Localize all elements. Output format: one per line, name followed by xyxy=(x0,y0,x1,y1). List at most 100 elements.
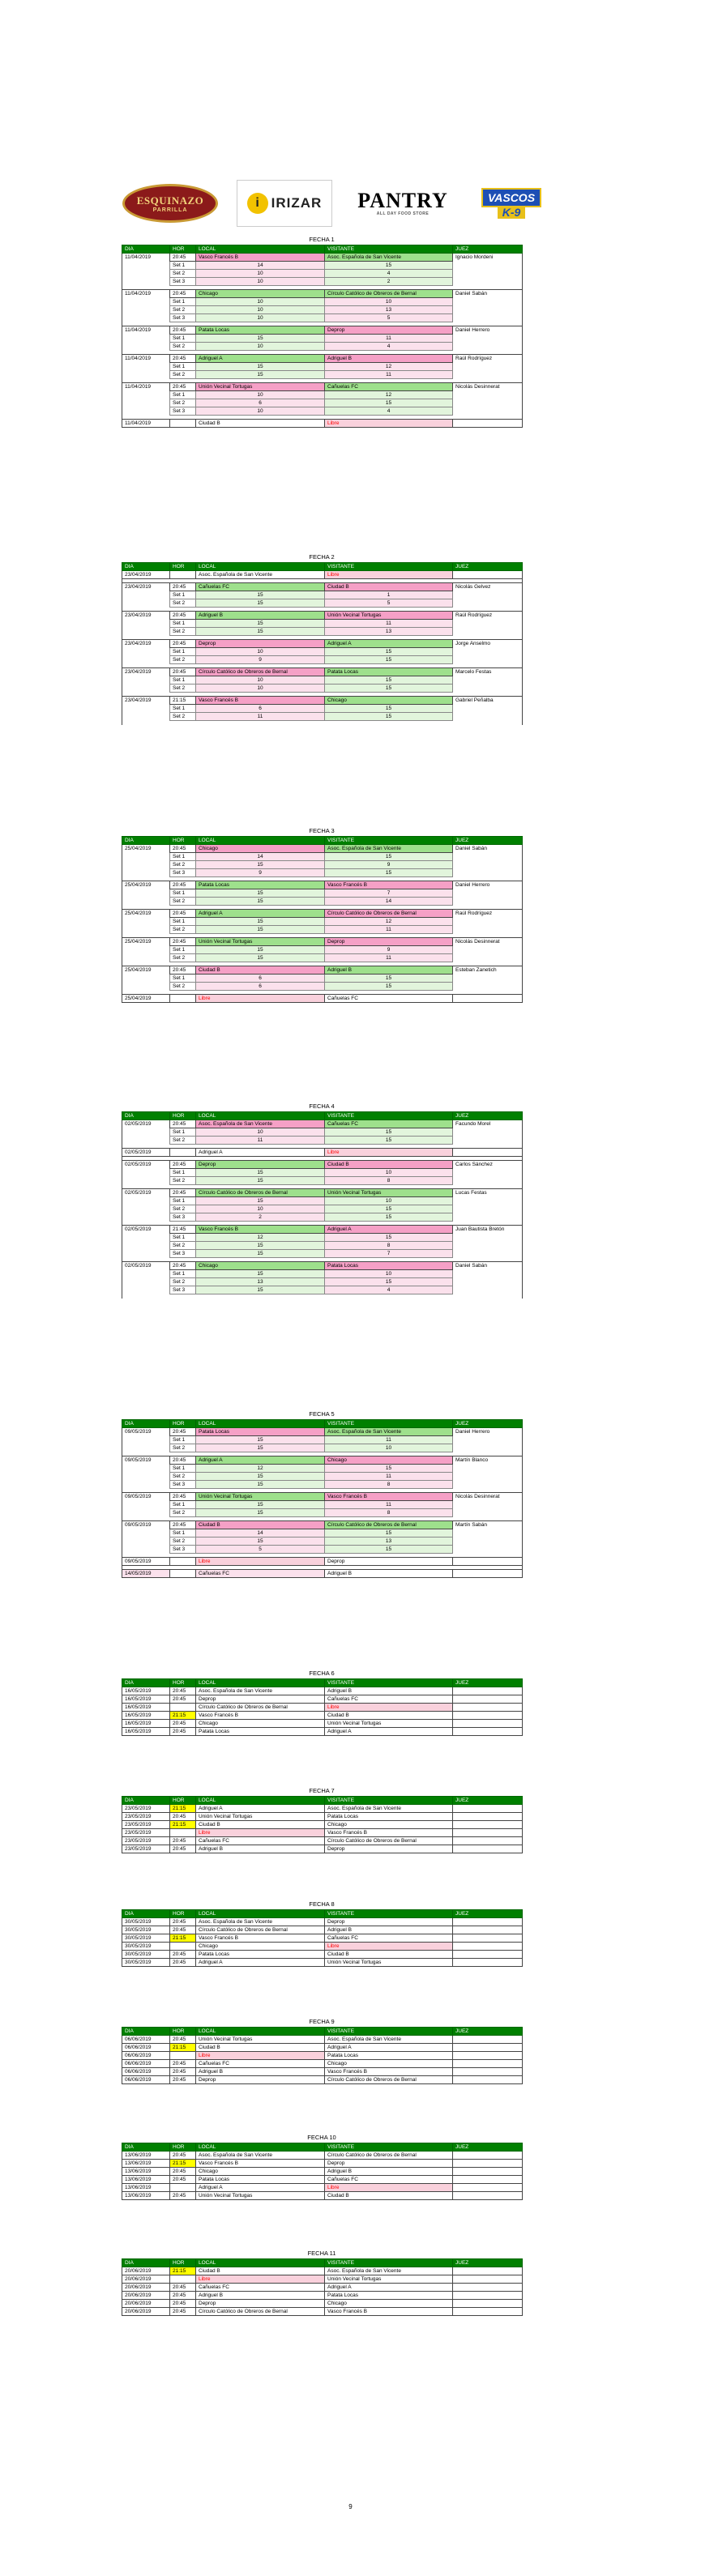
set-label: Set 1 xyxy=(169,917,196,926)
row-separator xyxy=(122,720,523,725)
set-blank xyxy=(122,599,170,608)
set-blank xyxy=(452,1269,523,1278)
set-blank xyxy=(452,627,523,636)
match-date: 09/05/2019 xyxy=(122,1492,170,1501)
set-score-local: 15 xyxy=(195,1241,325,1250)
set-score-local: 11 xyxy=(195,712,325,721)
set-score-visitor: 15 xyxy=(324,655,453,664)
column-header: HOR xyxy=(169,1678,196,1687)
set-label: Set 2 xyxy=(169,1136,196,1145)
column-header: LOCAL xyxy=(195,1796,325,1805)
fixture-date: 16/05/2019 xyxy=(122,1703,170,1712)
match-local-team: Adriguel B xyxy=(195,611,325,620)
separator-cell xyxy=(452,378,523,383)
fecha-title: FECHA 10 xyxy=(307,2134,336,2141)
column-header: JUEZ xyxy=(452,2143,523,2152)
set-row: Set 1 10 15 xyxy=(122,676,523,685)
fixture-row: 16/05/2019 21:15 Vasco Francés B Ciudad B xyxy=(122,1711,523,1720)
set-score-visitor: 15 xyxy=(324,676,453,685)
match-date: 25/04/2019 xyxy=(122,844,170,853)
set-label: Set 1 xyxy=(169,704,196,713)
set-row: Set 1 6 15 xyxy=(122,974,523,983)
fixture-local: Ciudad B xyxy=(195,2267,325,2275)
fixture-referee xyxy=(452,2067,523,2076)
match-local-team: Adriguel A xyxy=(195,354,325,363)
fixture-local: Círculo Católico de Obreros de Bernal xyxy=(195,1703,325,1712)
set-score-local: 15 xyxy=(195,1435,325,1444)
set-blank xyxy=(452,277,523,286)
set-score-visitor: 15 xyxy=(324,261,453,270)
fixture-visitor: Patata Locas xyxy=(324,1812,453,1821)
set-row: Set 1 12 15 xyxy=(122,1464,523,1473)
match-referee: Gabriel Peñalba xyxy=(452,696,523,705)
fixture-referee xyxy=(452,1812,523,1821)
match-local-team: Adriguel A xyxy=(195,909,325,918)
fixture-visitor: Vasco Francés B xyxy=(324,1828,453,1837)
set-row: Set 2 10 4 xyxy=(122,342,523,351)
fixture-time: 20:45 xyxy=(169,1812,196,1821)
bye-visitor: Cañuelas FC xyxy=(324,994,453,1003)
set-blank xyxy=(452,599,523,608)
column-header: DIA xyxy=(122,2143,170,2152)
column-header: DIA xyxy=(122,2027,170,2036)
fixture-date: 23/05/2019 xyxy=(122,1820,170,1829)
set-blank xyxy=(452,1128,523,1137)
match-visitor-team: Cañuelas FC xyxy=(324,382,453,391)
set-label: Set 1 xyxy=(169,676,196,685)
set-label: Set 1 xyxy=(169,297,196,306)
match-row: 02/05/2019 20:45 Círculo Católico de Obrer… xyxy=(122,1188,523,1197)
match-referee: Carlos Sánchez xyxy=(452,1160,523,1169)
set-blank xyxy=(452,974,523,983)
bye-time xyxy=(169,1557,196,1566)
set-row: Set 1 15 11 xyxy=(122,1435,523,1444)
fixture-row: 06/06/2019 20:45 Deprop Círculo Católico de… xyxy=(122,2075,523,2084)
fixture-date: 20/06/2019 xyxy=(122,2275,170,2284)
fixture-row: 13/06/2019 21:15 Vasco Francés B Deprop xyxy=(122,2159,523,2168)
fixture-referee xyxy=(452,1687,523,1695)
column-header: VISITANTE xyxy=(324,1909,453,1918)
irizar-logo: i IRIZAR xyxy=(237,180,332,227)
row-separator xyxy=(122,1144,523,1149)
fixture-visitor: Asoc. Española de San Vicente xyxy=(324,2267,453,2275)
row-separator xyxy=(122,578,523,583)
match-referee: Juan Bautista Bretón xyxy=(452,1225,523,1234)
fixture-row: 20/06/2019 Libre Unión Vecinal Tortugas xyxy=(122,2275,523,2284)
match-visitor-team: Deprop xyxy=(324,326,453,335)
fixture-date: 23/05/2019 xyxy=(122,1828,170,1837)
fixture-local: Vasco Francés B xyxy=(195,1711,325,1720)
set-score-visitor: 13 xyxy=(324,627,453,636)
set-label: Set 2 xyxy=(169,599,196,608)
fixture-row: 16/05/2019 20:45 Asoc. Española de San Vic… xyxy=(122,1687,523,1695)
fixture-time: 20:45 xyxy=(169,2283,196,2292)
separator-cell xyxy=(452,350,523,355)
fixture-local: Unión Vecinal Tortugas xyxy=(195,2035,325,2044)
separator-cell xyxy=(122,1565,170,1570)
fixture-referee xyxy=(452,1727,523,1736)
row-separator xyxy=(122,1516,523,1521)
separator-cell xyxy=(452,1221,523,1226)
match-date: 11/04/2019 xyxy=(122,354,170,363)
set-row: Set 2 15 14 xyxy=(122,897,523,906)
set-score-visitor: 10 xyxy=(324,1269,453,1278)
fixture-time: 21:15 xyxy=(169,2267,196,2275)
match-time: 20:45 xyxy=(169,1188,196,1197)
fixture-visitor: Ciudad B xyxy=(324,1711,453,1720)
set-score-local: 15 xyxy=(195,1508,325,1517)
fixture-visitor: Chicago xyxy=(324,2059,453,2068)
fixture-local: Patata Locas xyxy=(195,1950,325,1959)
set-score-visitor: 15 xyxy=(324,1545,453,1554)
set-score-visitor: 10 xyxy=(324,1444,453,1452)
set-blank xyxy=(452,676,523,685)
set-label: Set 1 xyxy=(169,889,196,898)
set-label: Set 1 xyxy=(169,1128,196,1137)
match-referee: Jorge Anselmo xyxy=(452,639,523,648)
fixture-time: 20:45 xyxy=(169,2167,196,2176)
fixture-referee xyxy=(452,1926,523,1934)
match-visitor-team: Asoc. Española de San Vicente xyxy=(324,253,453,262)
column-header: VISITANTE xyxy=(324,1796,453,1805)
bye-date: 02/05/2019 xyxy=(122,1148,170,1157)
separator-cell xyxy=(122,962,170,966)
bye-date: 14/05/2019 xyxy=(122,1569,170,1578)
fecha-title: FECHA 5 xyxy=(309,1410,335,1418)
column-header: HOR xyxy=(169,1796,196,1805)
